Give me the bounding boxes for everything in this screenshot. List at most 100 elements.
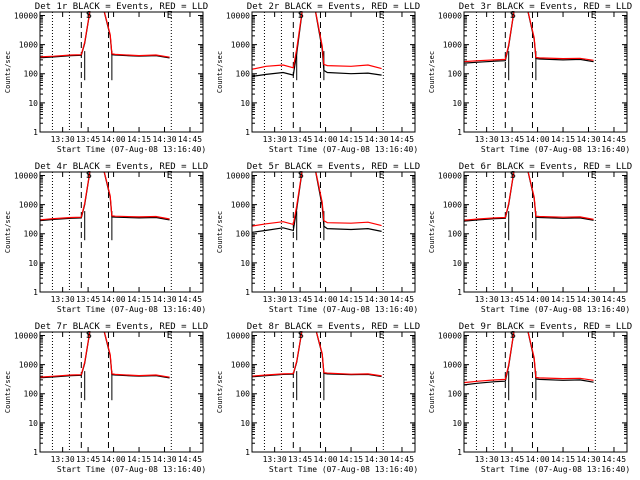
x-tick-label: 13:30 [263, 135, 287, 144]
series-line-lld [252, 172, 382, 227]
x-tick-label: 14:15 [127, 455, 151, 464]
y-axis-label: Counts/sec [4, 371, 12, 413]
x-axis-label: Start Time (07-Aug-08 13:16:40) [57, 465, 206, 474]
panel: Det 2r BLACK = Events, RED = LLD Counts/s… [216, 2, 420, 154]
x-tick-label: 14:15 [551, 135, 575, 144]
x-tick-label: 13:30 [51, 455, 75, 464]
x-tick-label: 13:45 [76, 135, 100, 144]
y-tick-label: 10 [28, 419, 38, 428]
x-axis-label: Start Time (07-Aug-08 13:16:40) [269, 465, 418, 474]
marker-s: S [86, 170, 92, 181]
series-line-lld [40, 332, 170, 378]
series-line-lld [464, 12, 594, 63]
marker-e: E [379, 170, 385, 181]
y-axis-label: Counts/sec [4, 51, 12, 93]
x-axis-label: Start Time (07-Aug-08 13:16:40) [269, 305, 418, 314]
x-tick-label: 14:30 [364, 455, 388, 464]
x-tick-label: 14:00 [526, 135, 550, 144]
y-tick-label: 1 [245, 128, 250, 137]
y-tick-label: 100 [448, 230, 463, 239]
x-tick-label: 13:30 [475, 295, 499, 304]
x-axis-label: Start Time (07-Aug-08 13:16:40) [481, 465, 630, 474]
y-tick-label: 100 [448, 70, 463, 79]
x-tick-label: 14:45 [390, 455, 414, 464]
y-tick-label: 10000 [14, 11, 38, 20]
plot-frame [463, 331, 628, 453]
y-axis-label: Counts/sec [216, 51, 224, 93]
x-tick-label: 14:15 [127, 135, 151, 144]
x-tick-label: 13:30 [263, 295, 287, 304]
y-tick-label: 1 [457, 288, 462, 297]
panel: Det 6r BLACK = Events, RED = LLD Counts/s… [428, 162, 632, 314]
panel: Det 4r BLACK = Events, RED = LLD Counts/s… [4, 162, 208, 314]
x-tick-label: 14:00 [314, 455, 338, 464]
x-axis-label: Start Time (07-Aug-08 13:16:40) [269, 145, 418, 154]
panel-title: Det 8r BLACK = Events, RED = LLD [247, 322, 420, 332]
marker-e: E [379, 10, 385, 21]
panel-title: Det 6r BLACK = Events, RED = LLD [459, 162, 632, 172]
panel: Det 9r BLACK = Events, RED = LLD Counts/s… [428, 322, 632, 474]
y-tick-label: 10 [28, 259, 38, 268]
y-tick-label: 10000 [14, 331, 38, 340]
x-tick-label: 14:45 [178, 295, 202, 304]
x-tick-label: 13:30 [51, 135, 75, 144]
series-line-lld [252, 12, 382, 70]
y-tick-label: 10000 [226, 171, 250, 180]
y-axis-label: Counts/sec [428, 211, 436, 253]
marker-e: E [591, 170, 597, 181]
y-tick-label: 10000 [226, 331, 250, 340]
y-axis-label: Counts/sec [428, 371, 436, 413]
series-line-lld [252, 332, 382, 377]
x-tick-label: 14:30 [364, 135, 388, 144]
x-tick-label: 13:45 [500, 295, 524, 304]
y-tick-label: 1 [245, 288, 250, 297]
y-tick-label: 1 [457, 448, 462, 457]
x-tick-label: 14:30 [152, 295, 176, 304]
x-tick-label: 14:30 [576, 295, 600, 304]
panel-title: Det 3r BLACK = Events, RED = LLD [459, 2, 632, 12]
series-line-events [40, 172, 170, 222]
y-tick-label: 1000 [231, 41, 250, 50]
x-tick-label: 13:30 [51, 295, 75, 304]
series-line-events [464, 332, 594, 386]
x-tick-label: 14:45 [602, 295, 626, 304]
x-tick-label: 13:45 [76, 455, 100, 464]
x-tick-label: 14:00 [102, 295, 126, 304]
marker-s: S [298, 170, 304, 181]
y-tick-label: 100 [24, 390, 39, 399]
panel: Det 7r BLACK = Events, RED = LLD Counts/s… [4, 322, 208, 474]
marker-e: E [167, 330, 173, 341]
marker-s: S [510, 330, 516, 341]
marker-e: E [591, 330, 597, 341]
y-tick-label: 10000 [438, 331, 462, 340]
y-tick-label: 1 [457, 128, 462, 137]
series-line-events [252, 172, 382, 233]
y-tick-label: 100 [236, 70, 251, 79]
series-line-events [464, 172, 594, 222]
panel: Det 8r BLACK = Events, RED = LLD Counts/s… [216, 322, 420, 474]
y-axis-label: Counts/sec [216, 211, 224, 253]
plot-frame [251, 11, 416, 133]
panel-title: Det 4r BLACK = Events, RED = LLD [35, 162, 208, 172]
y-tick-label: 10 [452, 99, 462, 108]
series-line-events [252, 12, 382, 78]
y-tick-label: 1000 [231, 201, 250, 210]
series-line-lld [40, 12, 170, 58]
y-tick-label: 10 [240, 419, 250, 428]
x-tick-label: 14:15 [551, 455, 575, 464]
series-line-lld [464, 332, 594, 384]
y-axis-label: Counts/sec [428, 51, 436, 93]
y-tick-label: 1000 [19, 201, 38, 210]
marker-e: E [379, 330, 385, 341]
x-tick-label: 14:45 [178, 135, 202, 144]
y-tick-label: 1000 [443, 361, 462, 370]
marker-s: S [510, 170, 516, 181]
x-tick-label: 14:00 [314, 135, 338, 144]
panel: Det 3r BLACK = Events, RED = LLD Counts/s… [428, 2, 632, 154]
x-tick-label: 14:30 [152, 135, 176, 144]
y-tick-label: 100 [448, 390, 463, 399]
y-tick-label: 1000 [443, 201, 462, 210]
y-tick-label: 10000 [14, 171, 38, 180]
marker-s: S [86, 330, 92, 341]
panel-title: Det 9r BLACK = Events, RED = LLD [459, 322, 632, 332]
